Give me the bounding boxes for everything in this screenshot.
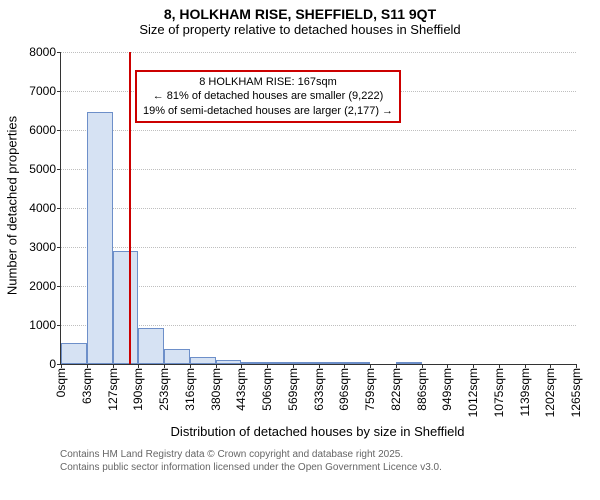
histogram-bar	[61, 343, 87, 364]
xtick-label: 190sqm	[131, 364, 145, 411]
gridline	[61, 286, 576, 287]
histogram-bar	[164, 349, 190, 364]
xtick-label: 949sqm	[440, 364, 454, 411]
xtick-label: 443sqm	[234, 364, 248, 411]
footer-line-2: Contains public sector information licen…	[60, 461, 442, 474]
histogram-bar	[190, 357, 216, 364]
ytick-label: 4000	[29, 201, 61, 215]
xtick-label: 0sqm	[54, 364, 68, 397]
xtick-label: 1075sqm	[492, 364, 506, 417]
xtick-label: 127sqm	[106, 364, 120, 411]
gridline	[61, 247, 576, 248]
ytick-label: 3000	[29, 240, 61, 254]
xtick-label: 380sqm	[209, 364, 223, 411]
ytick-label: 7000	[29, 84, 61, 98]
y-axis-label: Number of detached properties	[5, 106, 20, 306]
histogram-bar	[113, 251, 139, 364]
x-axis-label: Distribution of detached houses by size …	[60, 424, 575, 439]
xtick-label: 1265sqm	[569, 364, 583, 417]
histogram-bar	[138, 328, 164, 364]
ytick-label: 1000	[29, 318, 61, 332]
gridline	[61, 52, 576, 53]
ytick-label: 2000	[29, 279, 61, 293]
annotation-line: 8 HOLKHAM RISE: 167sqm	[143, 75, 393, 89]
footer-line-1: Contains HM Land Registry data © Crown c…	[60, 448, 442, 461]
annotation-line: 19% of semi-detached houses are larger (…	[143, 104, 393, 118]
gridline	[61, 325, 576, 326]
xtick-label: 506sqm	[260, 364, 274, 411]
xtick-label: 633sqm	[312, 364, 326, 411]
ytick-label: 6000	[29, 123, 61, 137]
ytick-label: 8000	[29, 45, 61, 59]
xtick-label: 569sqm	[286, 364, 300, 411]
gridline	[61, 208, 576, 209]
chart-subtitle: Size of property relative to detached ho…	[0, 22, 600, 41]
gridline	[61, 130, 576, 131]
xtick-label: 63sqm	[80, 364, 94, 404]
histogram-bar	[87, 112, 113, 364]
xtick-label: 1012sqm	[466, 364, 480, 417]
chart-container: 8, HOLKHAM RISE, SHEFFIELD, S11 9QT Size…	[0, 0, 600, 500]
ytick-label: 5000	[29, 162, 61, 176]
xtick-label: 696sqm	[337, 364, 351, 411]
xtick-label: 886sqm	[415, 364, 429, 411]
xtick-label: 822sqm	[389, 364, 403, 411]
marker-line	[129, 52, 131, 364]
xtick-label: 759sqm	[363, 364, 377, 411]
xtick-label: 316sqm	[183, 364, 197, 411]
annotation-box: 8 HOLKHAM RISE: 167sqm← 81% of detached …	[135, 70, 401, 123]
footer-attribution: Contains HM Land Registry data © Crown c…	[60, 448, 442, 474]
annotation-line: ← 81% of detached houses are smaller (9,…	[143, 89, 393, 103]
xtick-label: 1139sqm	[518, 364, 532, 416]
xtick-label: 253sqm	[157, 364, 171, 411]
chart-title: 8, HOLKHAM RISE, SHEFFIELD, S11 9QT	[0, 0, 600, 22]
xtick-label: 1202sqm	[543, 364, 557, 417]
plot-area: 0100020003000400050006000700080000sqm63s…	[60, 52, 576, 365]
gridline	[61, 169, 576, 170]
